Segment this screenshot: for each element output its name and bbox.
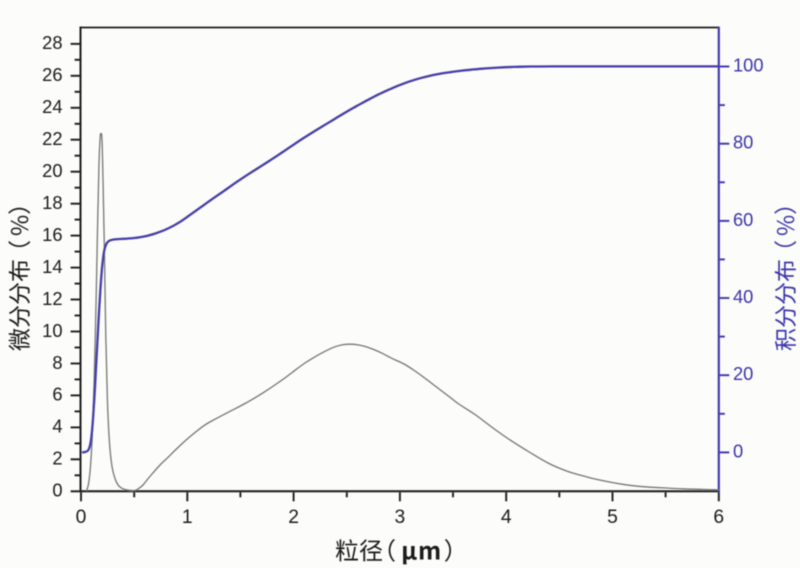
svg-text:4: 4 bbox=[52, 416, 62, 437]
svg-text:28: 28 bbox=[42, 32, 62, 53]
svg-text:0: 0 bbox=[733, 440, 743, 461]
svg-text:10: 10 bbox=[42, 320, 62, 341]
svg-text:2: 2 bbox=[52, 448, 62, 469]
svg-text:100: 100 bbox=[733, 54, 764, 75]
svg-text:12: 12 bbox=[42, 288, 62, 309]
svg-text:80: 80 bbox=[733, 132, 753, 153]
svg-text:6: 6 bbox=[713, 507, 724, 528]
svg-text:60: 60 bbox=[733, 209, 753, 230]
svg-text:4: 4 bbox=[501, 507, 512, 528]
svg-text:14: 14 bbox=[42, 256, 62, 277]
svg-text:3: 3 bbox=[395, 507, 406, 528]
svg-text:20: 20 bbox=[42, 160, 62, 181]
svg-text:2: 2 bbox=[288, 507, 299, 528]
svg-text:0: 0 bbox=[76, 507, 87, 528]
svg-text:8: 8 bbox=[52, 352, 62, 373]
svg-text:18: 18 bbox=[42, 192, 62, 213]
svg-text:1: 1 bbox=[182, 507, 193, 528]
svg-text:0: 0 bbox=[52, 480, 62, 501]
svg-text:24: 24 bbox=[42, 96, 62, 117]
svg-text:20: 20 bbox=[733, 363, 753, 384]
svg-text:22: 22 bbox=[42, 128, 62, 149]
svg-text:40: 40 bbox=[733, 286, 753, 307]
svg-text:6: 6 bbox=[52, 384, 62, 405]
svg-text:16: 16 bbox=[42, 224, 62, 245]
svg-text:5: 5 bbox=[607, 507, 618, 528]
svg-text:26: 26 bbox=[42, 64, 62, 85]
